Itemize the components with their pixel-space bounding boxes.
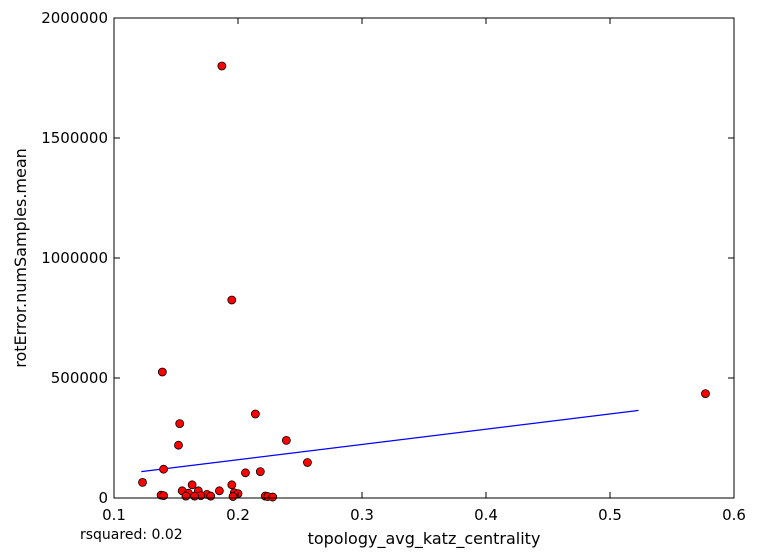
data-point (227, 295, 237, 305)
x-tick-label: 0.3 (350, 506, 374, 524)
x-tick-label: 0.1 (102, 506, 126, 524)
data-point (175, 419, 185, 429)
fit-line-layer (141, 409, 639, 473)
data-point (228, 492, 238, 501)
data-point (190, 491, 200, 501)
data-point (159, 464, 169, 474)
y-tick-label: 500000 (51, 369, 108, 387)
y-tick-label: 2000000 (41, 9, 108, 27)
x-tick-label: 0.2 (226, 506, 250, 524)
data-point (241, 468, 250, 478)
data-point (187, 480, 197, 490)
x-tick-label: 0.5 (598, 506, 622, 524)
data-point (138, 477, 147, 487)
rsquared-annotation: rsquared: 0.02 (80, 527, 183, 543)
data-point (268, 492, 278, 502)
data-point (250, 409, 260, 419)
data-point (206, 491, 216, 501)
data-point (217, 61, 227, 71)
y-tick-label: 0 (98, 489, 108, 507)
x-axis-label: topology_avg_katz_centrality (308, 529, 541, 549)
plot-background (114, 18, 734, 498)
data-point (174, 440, 183, 450)
fit-line (141, 409, 639, 473)
x-axis-ticks: 0.1 0.2 0.3 0.4 0.5 0.6 (102, 18, 746, 524)
y-axis-ticks: 0 500000 1000000 1500000 2000000 (41, 9, 734, 507)
data-point (303, 458, 312, 467)
x-tick-label: 0.4 (474, 506, 498, 524)
data-point (255, 467, 265, 477)
x-tick-label: 0.6 (722, 506, 746, 524)
data-point (227, 480, 237, 490)
y-tick-label: 1500000 (41, 129, 108, 147)
data-point (157, 367, 167, 377)
y-tick-label: 1000000 (41, 249, 108, 267)
data-point (701, 389, 710, 399)
data-point (181, 491, 191, 501)
data-point (281, 435, 291, 445)
data-point (214, 486, 224, 496)
y-axis-label: rotError.numSamples.mean (11, 148, 30, 368)
